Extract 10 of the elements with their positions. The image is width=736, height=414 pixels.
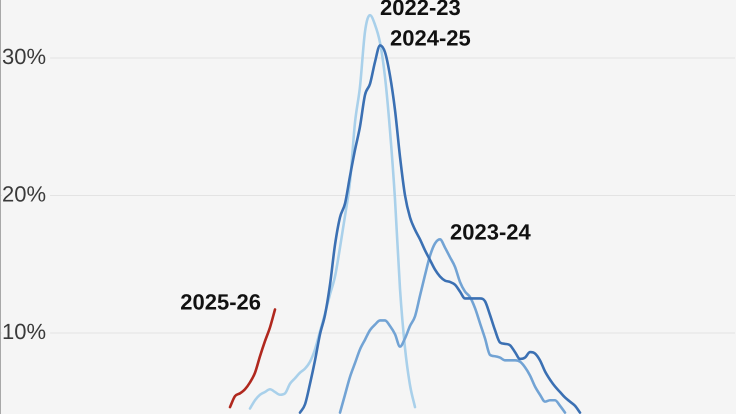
series-label: 2023-24: [450, 219, 532, 244]
line-series: [298, 44, 582, 414]
series-label: 2022-23: [380, 0, 461, 20]
line-series: [228, 308, 276, 408]
line-series: [338, 238, 566, 414]
y-tick-label: 10%: [2, 318, 46, 344]
series-label: 2025-26: [180, 290, 261, 315]
y-tick-label: 20%: [2, 181, 46, 206]
series-label: 2024-25: [390, 25, 471, 50]
y-tick-label: 30%: [2, 44, 46, 69]
